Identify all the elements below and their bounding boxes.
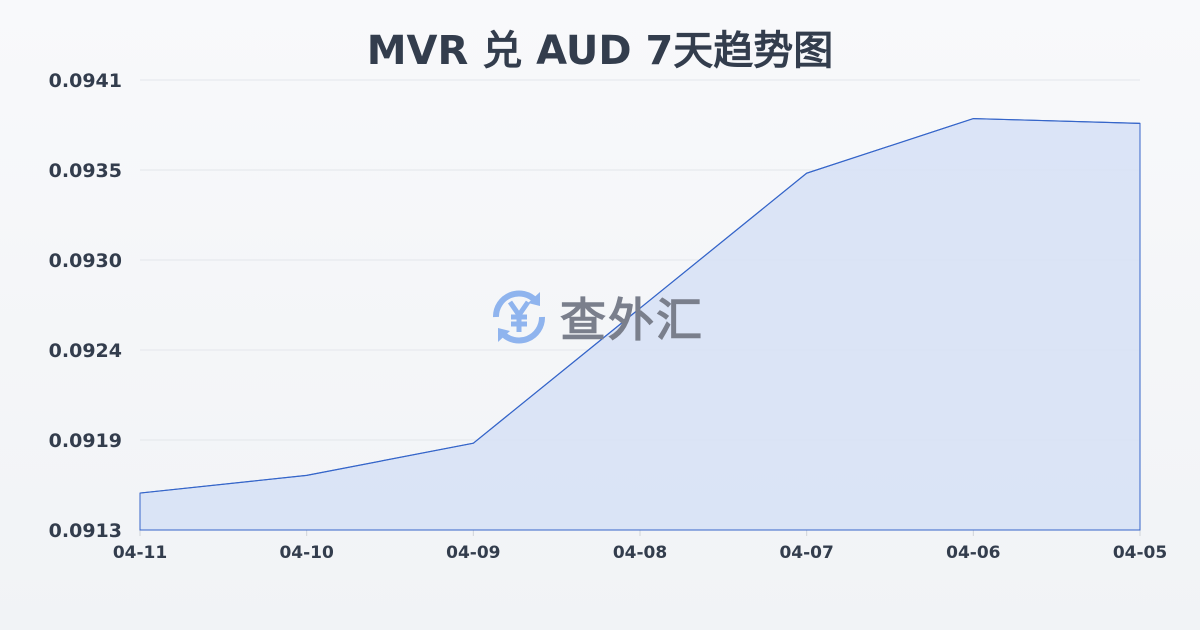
y-tick-label: 0.0941 xyxy=(49,70,122,92)
x-tick-label: 04-05 xyxy=(1113,543,1167,563)
y-tick-label: 0.0913 xyxy=(49,520,122,542)
x-tick-label: 04-09 xyxy=(446,543,500,563)
x-tick-label: 04-10 xyxy=(279,543,334,563)
y-tick-label: 0.0919 xyxy=(49,430,122,452)
y-tick-label: 0.0930 xyxy=(49,250,122,272)
y-tick-label: 0.0935 xyxy=(49,160,122,182)
yen-exchange-icon xyxy=(492,290,546,344)
watermark: 查外汇 xyxy=(488,284,704,350)
x-tick-label: 04-07 xyxy=(779,543,833,563)
x-tick-label: 04-06 xyxy=(946,543,1000,563)
watermark-text: 查外汇 xyxy=(560,293,704,347)
x-tick-label: 04-08 xyxy=(613,543,667,563)
y-tick-label: 0.0924 xyxy=(49,340,122,362)
chart-title: MVR 兑 AUD 7天趋势图 xyxy=(366,28,834,74)
x-tick-label: 04-11 xyxy=(113,543,167,563)
